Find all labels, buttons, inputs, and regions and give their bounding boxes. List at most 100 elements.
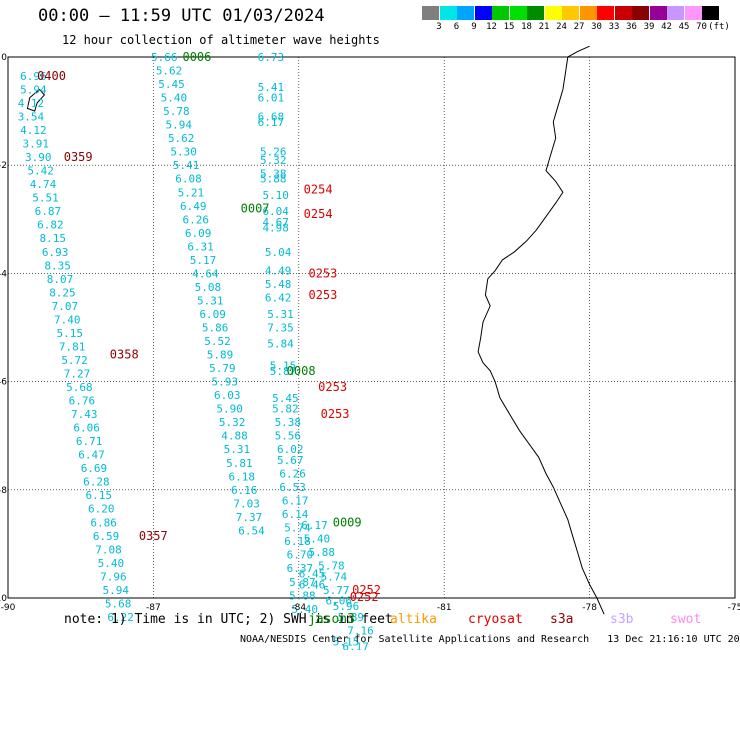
pass-number-label: 0358 [110,348,139,362]
wave-height-value: 6.28 [83,476,110,489]
wave-height-value: 7.03 [233,497,260,510]
wave-height-value: 4.67 [262,216,289,229]
wave-height-map: 6.965.944.123.544.123.913.905.424.745.51… [0,45,740,650]
wave-height-value: 5.41 [258,81,285,94]
y-tick-label: -8 [0,486,7,496]
color-scale-swatch [509,6,527,20]
wave-height-value: 5.84 [267,338,294,351]
color-scale-label: 9 [471,22,477,32]
wave-height-value: 5.72 [61,354,88,367]
color-scale-label: 30 [591,22,602,32]
wave-height-value: 5.45 [158,78,185,91]
wave-height-value: 6.31 [187,240,214,253]
pass-number-label: 0008 [287,364,316,378]
legend-sat-altika: altika [390,612,437,627]
wave-height-value: 7.81 [59,340,86,353]
wave-height-value: 5.38 [275,416,302,429]
color-scale-swatch [667,6,684,20]
wave-height-value: 6.45 [299,568,326,581]
wave-height-value: 6.17 [282,495,309,508]
wave-height-value: 5.88 [260,173,287,186]
color-scale-label: 24 [556,22,567,32]
wave-height-value: 6.47 [78,449,105,462]
wave-height-value: 6.53 [279,481,306,494]
pass-number-label: 0254 [304,183,333,197]
color-scale-label: 12 [486,22,497,32]
wave-height-value: 5.15 [333,635,360,648]
color-scale-label: 3 [436,22,442,32]
wave-height-value: 4.98 [262,221,289,234]
wave-height-value: 7.96 [100,570,127,583]
wave-height-value: 4.12 [20,124,47,137]
wave-height-value: 5.94 [166,119,193,132]
color-scale-swatch [492,6,509,20]
y-tick-label: -6 [0,378,7,388]
legend-sat-s3b: s3b [610,612,634,627]
wave-height-value: 6.86 [90,516,117,529]
color-scale-swatch [684,6,702,20]
wave-height-value: 5.52 [204,335,231,348]
wave-height-value: 6.15 [86,489,113,502]
wave-height-value: 6.17 [342,641,369,650]
wave-height-value: 7.35 [267,322,294,335]
color-scale-swatch [597,6,614,20]
wave-height-value: 5.10 [262,189,289,202]
pass-number-label: 0006 [182,50,211,64]
wave-height-value: 5.21 [178,186,205,199]
pass-number-label: 0253 [321,407,350,421]
satellite-legend: note: 1) Time is in UTC; 2) SWH is in fe… [64,612,701,732]
color-scale-label: 33 [608,22,620,32]
wave-height-value: 5.89 [338,611,365,624]
wave-height-value: 6.37 [287,562,314,575]
wave-height-value: 5.40 [304,532,331,545]
color-scale-swatch [527,6,544,20]
wave-height-value: 5.15 [56,327,83,340]
color-scale-label: (ft) [708,22,730,32]
wave-height-value: 5.08 [195,281,222,294]
wave-height-value: 4.64 [192,267,219,280]
wave-height-value: 5.77 [323,584,350,597]
wave-height-value: 3.54 [18,111,45,124]
wave-height-value: 6.17 [258,116,285,129]
wave-height-value: 5.26 [260,146,287,159]
wave-height-value: 5.31 [267,308,294,321]
wave-height-value: 5.67 [277,454,304,467]
wave-height-value: 6.08 [175,173,202,186]
wave-height-value: 5.86 [202,322,229,335]
wave-height-value: 5.94 [103,584,130,597]
wave-height-value: 6.20 [88,503,115,516]
color-scale-swatch [457,6,474,20]
wave-height-value: 5.42 [27,165,53,178]
color-scale-swatch [439,6,457,20]
wave-height-value: 5.45 [272,392,299,405]
wave-height-value: 5.81 [226,457,253,470]
color-scale-label: 15 [503,22,515,32]
color-scale-swatch [474,6,492,20]
wave-height-value: 7.37 [236,511,263,524]
wave-height-value: 5.48 [265,278,292,291]
color-scale-swatch [422,6,439,20]
color-scale-label: 39 [643,22,655,32]
wave-height-value: 6.69 [81,462,108,475]
wave-height-value: 5.62 [156,65,183,78]
wave-height-value: 6.42 [265,292,292,305]
wave-height-value: 5.04 [265,246,292,259]
wave-height-value: 6.06 [73,422,100,435]
wave-height-value: 6.73 [258,51,285,64]
pass-number-label: 0359 [64,150,93,164]
wave-height-value: 5.79 [209,362,236,375]
pass-number-label: 0400 [37,69,66,83]
wave-height-value: 5.31 [197,294,224,307]
wave-height-value: 6.01 [258,92,285,105]
color-scale-label: 36 [626,22,637,32]
wave-height-value: 5.41 [173,159,200,172]
wave-height-value: 5.87 [289,576,316,589]
wave-height-value: 8.25 [49,286,76,299]
wave-height-value: 5.74 [284,522,311,535]
x-tick-label: -87 [146,603,161,613]
wave-height-value: 6.93 [42,246,69,259]
wave-height-value: 3.91 [23,138,50,151]
wave-height-value: 6.18 [284,535,311,548]
wave-height-value: 6.54 [238,524,265,537]
wave-height-value: 5.74 [321,570,348,583]
